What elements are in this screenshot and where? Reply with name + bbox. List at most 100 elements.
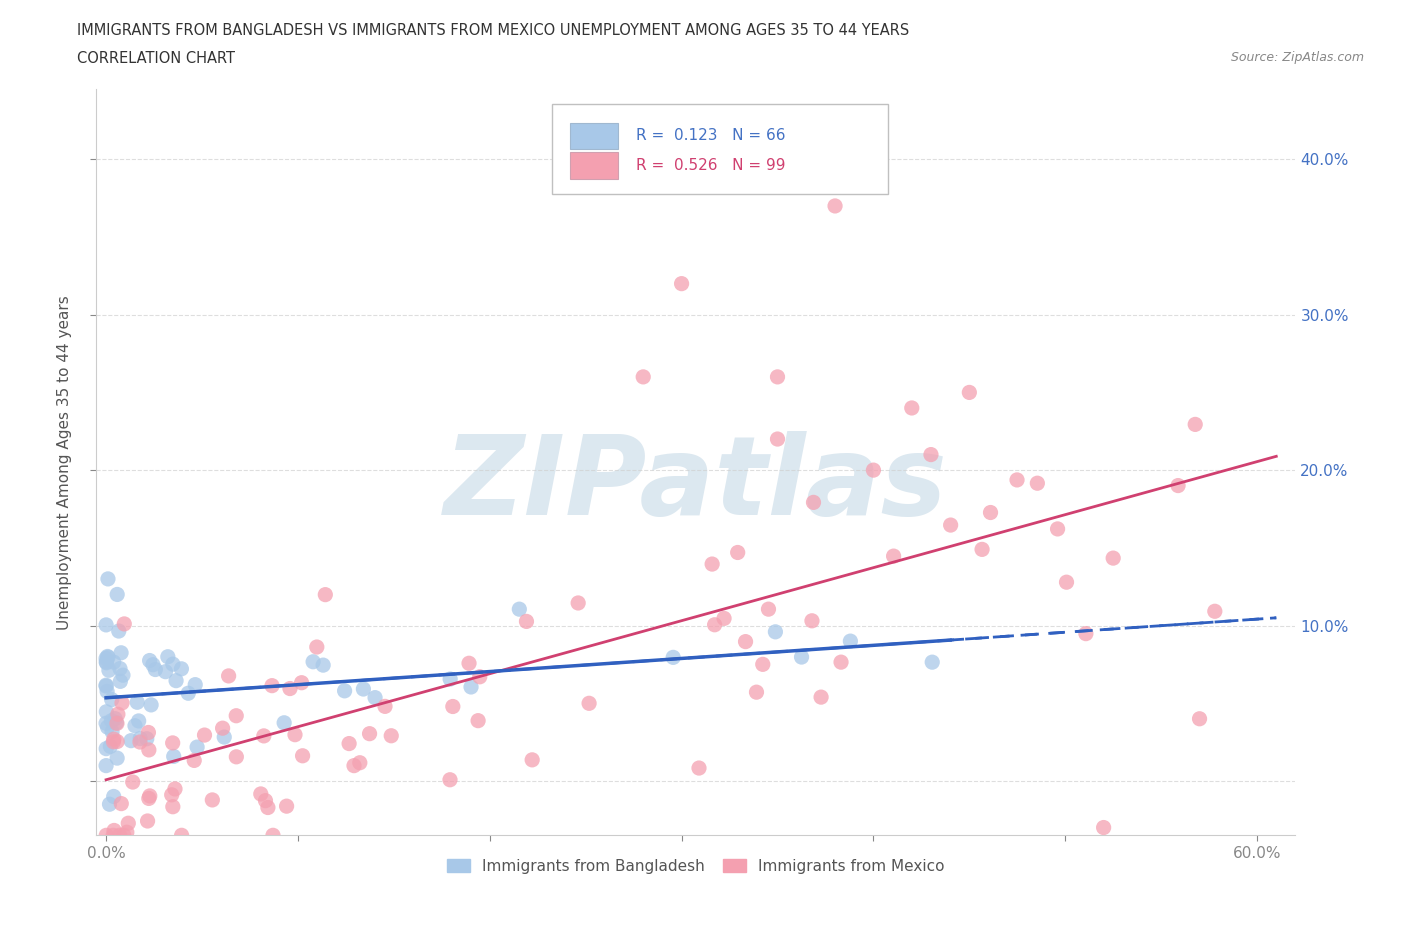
Point (1005, 472, 1028, 487)
Point (110, 796, 132, 811)
Point (567, 595, 589, 610)
Point (257, 800, 280, 815)
Point (312, 658, 335, 672)
Point (249, 787, 271, 802)
Point (98, 797, 121, 812)
Point (117, 816, 139, 830)
Point (278, 681, 301, 696)
Point (112, 828, 135, 843)
Point (752, 657, 775, 671)
Point (135, 731, 157, 746)
Point (110, 674, 132, 689)
Point (103, 735, 125, 750)
Point (803, 495, 825, 510)
Point (163, 749, 186, 764)
Point (139, 698, 162, 712)
Y-axis label: Unemployment Among Ages 35 to 44 years: Unemployment Among Ages 35 to 44 years (58, 295, 72, 630)
Point (96, 684, 118, 698)
Point (467, 713, 489, 728)
Text: Source: ZipAtlas.com: Source: ZipAtlas.com (1230, 51, 1364, 64)
Point (162, 736, 184, 751)
Point (142, 658, 165, 672)
Point (439, 671, 461, 686)
Point (112, 617, 135, 631)
Point (939, 518, 962, 533)
Point (105, 716, 128, 731)
Point (111, 696, 134, 711)
Point (121, 775, 143, 790)
Point (138, 653, 160, 668)
Point (810, 690, 832, 705)
Point (212, 730, 235, 745)
Point (103, 823, 125, 838)
Point (921, 655, 943, 670)
Point (101, 724, 124, 739)
FancyBboxPatch shape (553, 104, 887, 193)
Point (97, 571, 120, 586)
Point (105, 751, 128, 765)
Point (225, 709, 247, 724)
Point (522, 752, 544, 767)
Point (97, 663, 120, 678)
Point (108, 661, 131, 676)
Point (979, 505, 1001, 520)
Point (96, 741, 118, 756)
Point (662, 650, 685, 665)
Point (441, 699, 464, 714)
Point (276, 799, 298, 814)
Point (337, 737, 360, 751)
Point (758, 602, 780, 617)
Point (957, 385, 980, 400)
Point (631, 369, 654, 384)
Point (138, 725, 160, 740)
Point (139, 789, 162, 804)
Point (883, 549, 905, 564)
Text: IMMIGRANTS FROM BANGLADESH VS IMMIGRANTS FROM MEXICO UNEMPLOYMENT AMONG AGES 35 : IMMIGRANTS FROM BANGLADESH VS IMMIGRANTS… (77, 23, 910, 38)
Point (1046, 522, 1069, 537)
Point (260, 678, 283, 693)
Point (900, 401, 922, 416)
Point (824, 198, 846, 213)
Point (177, 685, 200, 700)
Point (578, 696, 600, 711)
Point (1026, 476, 1049, 491)
Bar (569, 123, 619, 149)
Point (1074, 626, 1097, 641)
Text: R =  0.123   N = 66: R = 0.123 N = 66 (636, 128, 786, 143)
Point (1056, 575, 1078, 590)
Point (800, 614, 823, 629)
Point (253, 728, 276, 743)
Text: ZIPatlas: ZIPatlas (444, 432, 948, 538)
Point (94, 679, 117, 694)
Point (1102, 551, 1125, 565)
Point (745, 684, 768, 699)
Point (107, 624, 129, 639)
Point (374, 699, 396, 714)
Point (671, 276, 693, 291)
Point (111, 668, 134, 683)
Point (218, 669, 240, 684)
Point (1092, 820, 1115, 835)
Point (94, 716, 117, 731)
Point (702, 557, 724, 572)
Point (254, 793, 277, 808)
Point (155, 664, 177, 679)
Point (830, 655, 852, 670)
Point (183, 753, 205, 768)
Point (352, 682, 374, 697)
Point (193, 727, 215, 742)
Point (96, 655, 118, 670)
Point (790, 650, 813, 665)
Point (108, 828, 131, 843)
Point (162, 799, 184, 814)
Point (160, 788, 183, 803)
Point (343, 758, 366, 773)
Point (103, 655, 125, 670)
Point (97, 650, 120, 665)
Point (439, 772, 461, 787)
Point (103, 789, 125, 804)
Point (1167, 478, 1189, 493)
Point (333, 684, 356, 698)
Point (970, 542, 993, 557)
Point (129, 731, 152, 746)
